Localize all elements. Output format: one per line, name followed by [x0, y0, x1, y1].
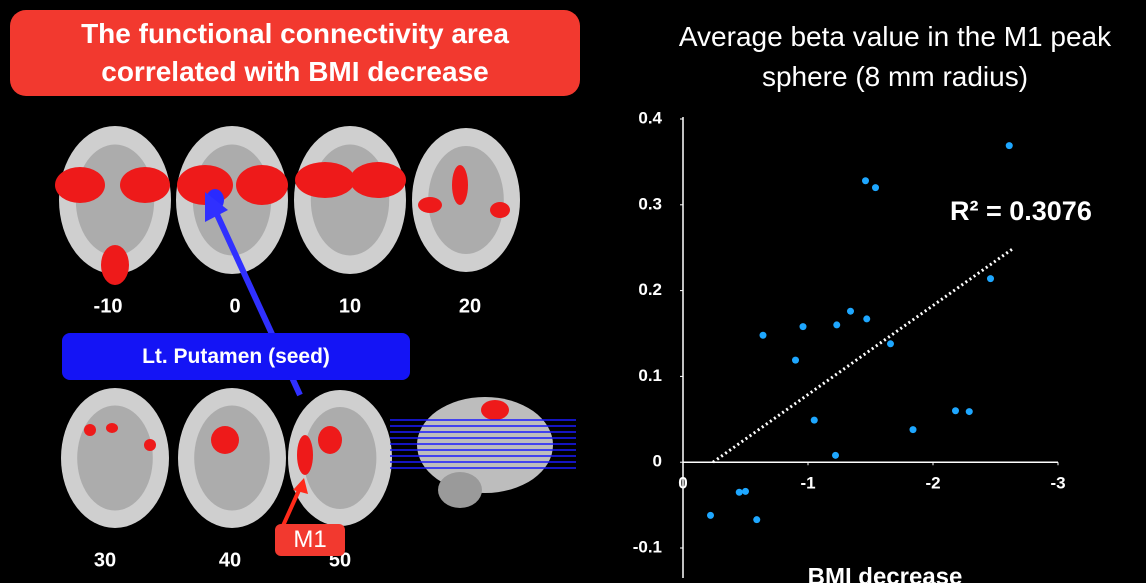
activation — [211, 426, 239, 454]
seed-label: Lt. Putamen (seed) — [62, 333, 410, 380]
trend-line — [713, 249, 1013, 463]
point — [792, 357, 799, 364]
y-tick-label: 0 — [653, 452, 662, 471]
activation — [481, 400, 509, 420]
point — [872, 184, 879, 191]
brain-core — [304, 407, 377, 509]
slice-label: 20 — [459, 295, 481, 317]
activation — [101, 245, 129, 285]
x-tick-label: 0 — [678, 474, 687, 493]
x-tick-label: -1 — [800, 474, 815, 493]
point — [833, 321, 840, 328]
point — [742, 488, 749, 495]
y-tick-label: 0.2 — [638, 280, 662, 299]
m1-arrow — [282, 488, 300, 528]
x-axis-label: BMI decrease — [808, 563, 963, 583]
point — [707, 512, 714, 519]
left-title: The functional connectivity area correla… — [10, 10, 580, 96]
x-tick-label: -2 — [925, 474, 940, 493]
y-tick-label: -0.1 — [633, 537, 662, 556]
point — [736, 489, 743, 496]
point — [832, 452, 839, 459]
point — [910, 426, 917, 433]
point — [987, 275, 994, 282]
activation — [452, 165, 468, 205]
slice-label: 0 — [229, 295, 240, 317]
brain-core — [428, 146, 504, 254]
point — [862, 177, 869, 184]
point — [811, 417, 818, 424]
activation — [295, 162, 355, 198]
point — [952, 407, 959, 414]
slice-label: 40 — [219, 549, 241, 571]
activation — [236, 165, 288, 205]
figure: -1001020304050 -0.100.10.20.30.40-1-2-3R… — [0, 0, 1146, 583]
point — [800, 323, 807, 330]
slice-label: 10 — [339, 295, 361, 317]
activation — [120, 167, 170, 203]
point — [847, 308, 854, 315]
point — [753, 516, 760, 523]
activation — [84, 424, 96, 436]
activation — [297, 435, 313, 475]
activation — [106, 423, 118, 433]
m1-label: M1 — [275, 524, 345, 556]
activation — [318, 426, 342, 454]
activation — [490, 202, 510, 218]
point — [966, 408, 973, 415]
brain-core — [311, 145, 389, 256]
point — [863, 315, 870, 322]
activation — [350, 162, 406, 198]
activation — [418, 197, 442, 213]
x-tick-label: -3 — [1050, 474, 1065, 493]
point — [887, 340, 894, 347]
y-tick-label: 0.4 — [638, 108, 662, 127]
brain-core — [77, 406, 153, 511]
y-tick-label: 0.3 — [638, 194, 662, 213]
y-tick-label: 0.1 — [638, 366, 662, 385]
activation — [144, 439, 156, 451]
annotation: R² = 0.3076 — [950, 196, 1092, 226]
point — [760, 332, 767, 339]
sagittal-cerebellum — [438, 472, 482, 508]
activation — [55, 167, 105, 203]
chart-title: Average beta value in the M1 peak sphere… — [650, 12, 1140, 102]
point — [1006, 142, 1013, 149]
slice-label: 30 — [94, 549, 116, 571]
scatter-chart: -0.1 0 0.1 0.2 0.3 0.4 0 -1 -2 -3 R² = 0.3076 BMI d… — [633, 108, 1092, 583]
slice-label: -10 — [94, 295, 123, 317]
brain-core — [194, 406, 270, 511]
